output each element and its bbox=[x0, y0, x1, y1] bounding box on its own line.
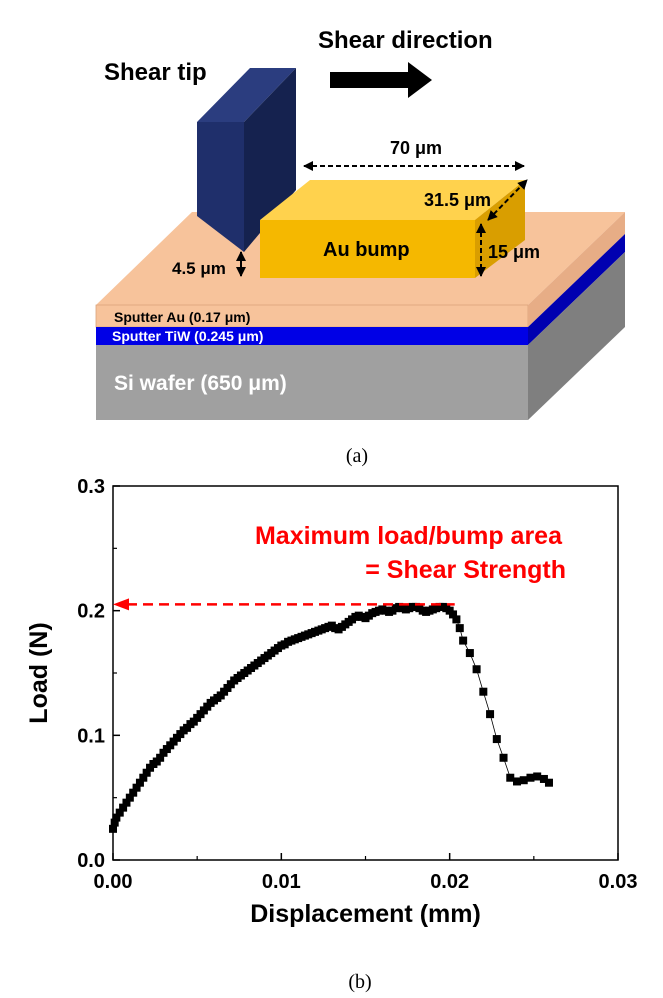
axis-ticks bbox=[112, 485, 619, 861]
data-point bbox=[115, 808, 124, 817]
data-point bbox=[533, 772, 542, 781]
data-point bbox=[459, 636, 468, 645]
au-bump-front-face bbox=[260, 220, 475, 278]
data-point bbox=[455, 624, 464, 633]
data-point bbox=[452, 615, 461, 624]
data-point bbox=[486, 710, 495, 719]
x-tick-label: 0.02 bbox=[430, 871, 469, 893]
x-tick-label: 0.01 bbox=[262, 871, 301, 893]
axis-tick-labels: 0.00 0.01 0.02 0.03 0.0 0.1 0.2 0.3 bbox=[77, 476, 637, 893]
data-point bbox=[112, 813, 121, 822]
y-tick-label: 0.1 bbox=[77, 725, 105, 747]
data-point bbox=[499, 753, 508, 762]
data-point bbox=[139, 773, 148, 782]
data-point bbox=[122, 798, 131, 807]
shear-tip-side-face bbox=[244, 68, 296, 252]
data-point bbox=[129, 788, 138, 797]
shear-test-schematic: Shear tip Shear direction 70 μm 31.5 μm … bbox=[95, 27, 625, 467]
width-label: 70 μm bbox=[390, 138, 442, 158]
data-point bbox=[519, 776, 528, 785]
y-axis-label: Load (N) bbox=[25, 622, 53, 723]
data-point bbox=[135, 778, 144, 787]
shear-direction-label: Shear direction bbox=[318, 27, 493, 54]
y-tick-label: 0.0 bbox=[77, 850, 105, 872]
data-point bbox=[506, 773, 515, 782]
data-point bbox=[125, 793, 134, 802]
y-tick-label: 0.3 bbox=[77, 476, 105, 498]
tiw-layer-front-face bbox=[96, 327, 528, 345]
shear-tip-front-face bbox=[197, 122, 244, 252]
si-wafer-front-face bbox=[96, 345, 528, 420]
tiw-layer-label: Sputter TiW (0.245 μm) bbox=[112, 328, 263, 344]
data-point bbox=[132, 783, 141, 792]
shear-tip-label: Shear tip bbox=[104, 59, 207, 86]
caption-a: (a) bbox=[346, 445, 368, 467]
wafer-label: Si wafer (650 μm) bbox=[114, 372, 287, 395]
gap-label: 4.5 μm bbox=[172, 259, 226, 278]
depth-dimension-arrow bbox=[487, 179, 528, 221]
data-point bbox=[109, 824, 117, 833]
x-tick-label: 0.03 bbox=[599, 871, 638, 893]
data-point bbox=[156, 753, 165, 762]
x-axis-label: Displacement (mm) bbox=[250, 900, 481, 928]
au-bump bbox=[260, 180, 525, 278]
data-point bbox=[472, 665, 481, 674]
series-connecting-line bbox=[112, 606, 550, 829]
data-point bbox=[526, 773, 535, 782]
load-displacement-chart: 0.00 0.01 0.02 0.03 0.0 0.1 0.2 0.3 Displacemen… bbox=[25, 476, 637, 993]
data-point bbox=[449, 610, 458, 619]
shear-tip-top-face bbox=[197, 68, 296, 122]
y-tick-label: 0.2 bbox=[77, 601, 105, 623]
tiw-layer-side-face bbox=[528, 234, 625, 345]
data-points bbox=[109, 602, 553, 833]
data-point bbox=[492, 735, 501, 744]
si-wafer-side-face bbox=[528, 252, 625, 420]
shear-direction-arrow bbox=[330, 62, 432, 98]
data-point bbox=[513, 777, 521, 786]
au-layer-side-face bbox=[528, 212, 625, 327]
depth-label: 31.5 μm bbox=[424, 190, 491, 210]
caption-b: (b) bbox=[348, 971, 371, 993]
data-point bbox=[544, 778, 553, 787]
au-layer-label: Sputter Au (0.17 μm) bbox=[114, 309, 250, 325]
au-bump-label: Au bump bbox=[323, 239, 410, 261]
x-tick-label: 0.00 bbox=[94, 871, 133, 893]
data-point bbox=[465, 649, 474, 658]
data-point bbox=[110, 818, 119, 827]
au-bump-top-face bbox=[260, 180, 525, 220]
max-load-arrowhead bbox=[113, 598, 129, 611]
annotation-line-2: = Shear Strength bbox=[365, 556, 566, 584]
data-point bbox=[479, 687, 488, 696]
data-point bbox=[539, 774, 548, 783]
shear-tip bbox=[197, 68, 296, 252]
data-point bbox=[142, 768, 151, 777]
annotation-line-1: Maximum load/bump area bbox=[255, 522, 563, 550]
data-point bbox=[119, 803, 128, 812]
height-label: 15 μm bbox=[488, 242, 540, 262]
